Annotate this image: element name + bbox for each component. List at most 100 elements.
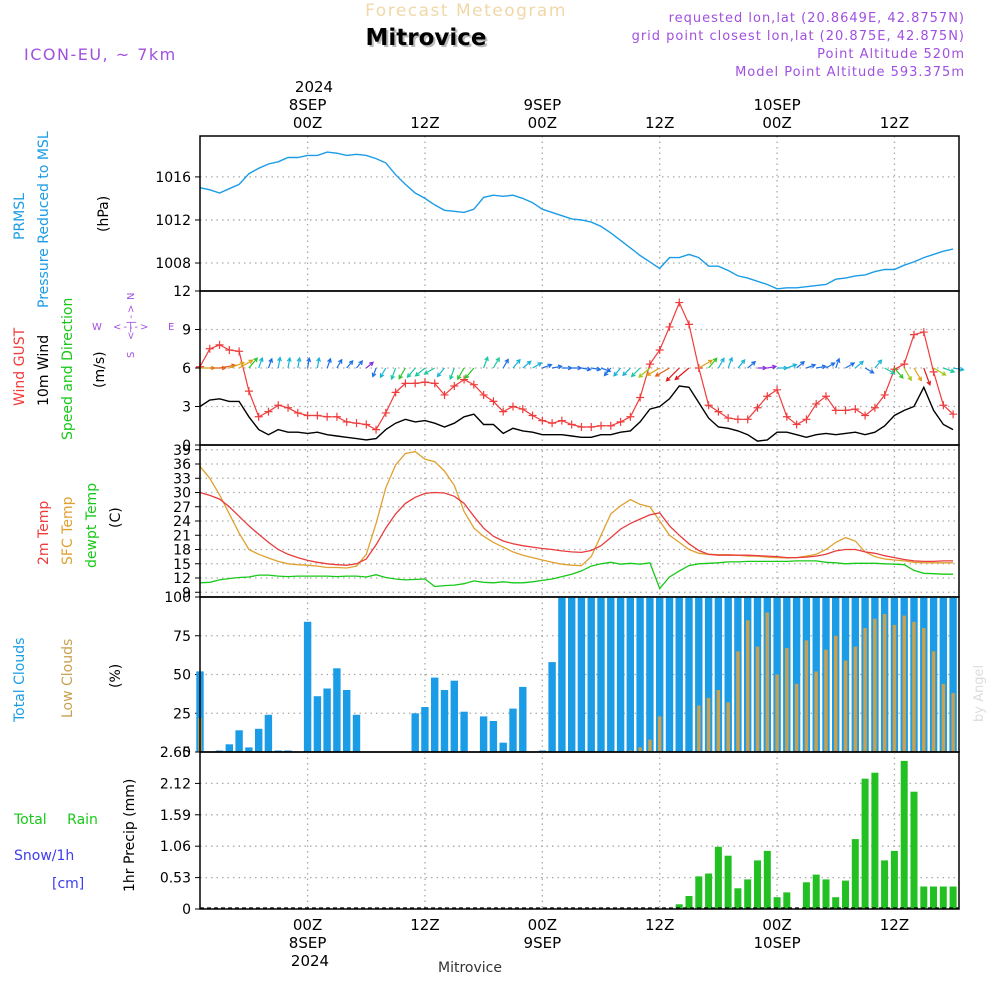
low-cloud-bar bbox=[843, 660, 848, 752]
gust-marker bbox=[645, 360, 654, 369]
gust-marker bbox=[685, 320, 694, 329]
wind-arrow bbox=[816, 364, 828, 370]
wind-arrow bbox=[923, 367, 932, 386]
wind-arrow bbox=[571, 365, 583, 371]
total-cloud-bar bbox=[479, 716, 488, 752]
low-cloud-bar bbox=[657, 716, 662, 752]
gust-marker bbox=[724, 414, 733, 423]
wind-arrow bbox=[296, 356, 302, 369]
y-tick-label: 0.53 bbox=[160, 871, 191, 887]
rain-bar bbox=[949, 886, 957, 909]
rain-bar bbox=[685, 896, 693, 909]
wind-arrow bbox=[371, 367, 377, 378]
wind-arrow bbox=[603, 367, 612, 377]
total-cloud-bar bbox=[568, 597, 576, 752]
wind-arrow bbox=[825, 362, 836, 369]
gust-marker bbox=[479, 390, 488, 399]
wind-arrow bbox=[630, 367, 641, 378]
total-cloud-bar bbox=[323, 688, 331, 752]
pressure-unit-label: (hPa) bbox=[96, 196, 112, 232]
y-tick-label: 9 bbox=[182, 585, 191, 601]
wind-arrow bbox=[757, 365, 768, 371]
gust-marker bbox=[910, 330, 919, 339]
clouds-panel: 0 25 50 75 100 Total Clouds Low Clouds (%) b… bbox=[12, 590, 987, 761]
total-cloud-bar bbox=[616, 597, 625, 752]
y-tick-label: 24 bbox=[173, 514, 191, 530]
low-cloud-bar bbox=[922, 628, 926, 752]
wind-arrow bbox=[581, 366, 592, 372]
wind-arrow bbox=[654, 367, 670, 377]
rain-bar bbox=[763, 850, 771, 909]
pressure-grid bbox=[200, 136, 959, 291]
gust-marker bbox=[264, 407, 273, 416]
wind-arrow bbox=[398, 367, 406, 380]
bottom-day-label: 8SEP bbox=[289, 934, 327, 952]
total-cloud-bar bbox=[714, 597, 723, 752]
rain-bar bbox=[939, 886, 947, 909]
wind-arrow bbox=[665, 367, 680, 382]
wind-arrow bbox=[229, 361, 246, 369]
top-tick-label: 00Z bbox=[762, 114, 791, 132]
wind-arrow bbox=[542, 363, 553, 369]
total-cloud-bar bbox=[255, 728, 263, 753]
total-cloud-bar bbox=[704, 597, 713, 752]
model-name: ICON-EU, ~ 7km bbox=[24, 45, 177, 64]
rain-bar bbox=[822, 879, 830, 909]
total-cloud-bar bbox=[626, 597, 634, 752]
compass-east: E bbox=[168, 322, 174, 333]
total-cloud-bar bbox=[949, 597, 957, 752]
gust-marker bbox=[489, 397, 498, 406]
gust-marker bbox=[244, 387, 253, 396]
y-tick-label: 2.12 bbox=[160, 776, 191, 792]
wind-arrow bbox=[464, 367, 475, 380]
low-cloud-bar bbox=[697, 705, 701, 752]
total-cloud-bar bbox=[235, 730, 243, 752]
wind-arrow bbox=[356, 360, 364, 369]
y-tick-label: 1.06 bbox=[160, 839, 191, 855]
gust-marker bbox=[587, 423, 596, 432]
gust-marker bbox=[753, 403, 762, 412]
wind-arrow bbox=[874, 359, 883, 369]
pressure-y-ticks: 1008 1012 1016 bbox=[155, 170, 200, 272]
wind-arrow bbox=[727, 356, 734, 369]
low-cloud-bar bbox=[814, 671, 818, 752]
model-altitude: Model Point Altitude 593.375m bbox=[735, 65, 965, 80]
clouds-unit-label: (%) bbox=[108, 664, 124, 688]
gust-marker bbox=[782, 412, 791, 421]
gust-marker bbox=[508, 402, 517, 411]
bottom-tick-label: 12Z bbox=[645, 916, 674, 934]
wind-arrow bbox=[747, 360, 757, 369]
rain-bar bbox=[724, 855, 732, 909]
low-cloud-bar bbox=[834, 635, 838, 753]
low-cloud-bar bbox=[794, 683, 799, 752]
gust-marker bbox=[528, 411, 537, 420]
rain-bar bbox=[734, 888, 742, 909]
wind-arrow bbox=[346, 359, 354, 369]
low-cloud-bar bbox=[638, 747, 642, 752]
wind-arrow bbox=[943, 367, 956, 374]
gust-marker bbox=[636, 393, 645, 402]
t2m-label: 2m Temp bbox=[36, 501, 52, 565]
gust-marker bbox=[655, 346, 664, 355]
wind-arrow bbox=[622, 367, 631, 377]
sfc-temp-label: SFC Temp bbox=[60, 496, 76, 565]
total-cloud-bar bbox=[675, 597, 683, 752]
top-day-label: 8SEP bbox=[289, 96, 327, 114]
y-tick-label: 0 bbox=[182, 902, 191, 918]
gust-marker bbox=[205, 344, 214, 353]
gust-marker bbox=[812, 399, 821, 408]
wind-arrow bbox=[786, 363, 798, 369]
rain-bar bbox=[812, 874, 820, 909]
gust-marker bbox=[323, 412, 332, 421]
gust-marker bbox=[939, 401, 948, 410]
y-tick-label: 0 bbox=[182, 438, 191, 454]
gust-marker bbox=[577, 423, 586, 432]
bottom-tick-label: 12Z bbox=[410, 916, 439, 934]
rain-bar bbox=[773, 897, 781, 909]
top-day-label: 10SEP bbox=[754, 96, 801, 114]
top-time-axis: 2024 8SEP 9SEP 10SEP 00Z 12Z 00Z 12Z 00Z 12Z bbox=[289, 78, 909, 132]
wind-arrow bbox=[414, 367, 426, 377]
wind-arrow bbox=[306, 356, 312, 369]
wind-arrow bbox=[717, 357, 725, 369]
